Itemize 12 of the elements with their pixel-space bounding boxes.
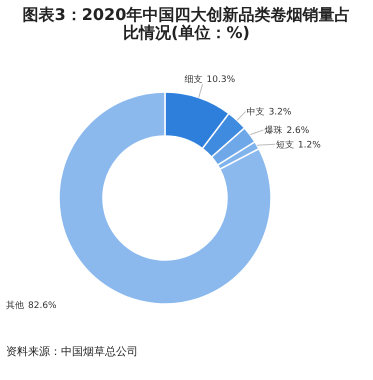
data-label: 1.2% [298, 140, 322, 150]
slice-label: 爆珠 [264, 124, 282, 136]
data-label: 82.6% [28, 301, 58, 311]
text: 资料来源：中国烟草总公司 [6, 344, 138, 359]
data-label: 3.2% [268, 107, 292, 118]
chart-title: 图表3：2020年中国四大创新品类卷烟销量占比情况(单位：%) [22, 5, 352, 42]
data-label: 10.3% [206, 75, 236, 86]
data-label: 2.6% [286, 126, 310, 136]
slice-label: 中支 [246, 106, 265, 118]
slice-label: 短支 [276, 139, 294, 150]
slice-label: 其他 [6, 300, 24, 311]
slice-label: 细支 [184, 74, 203, 86]
